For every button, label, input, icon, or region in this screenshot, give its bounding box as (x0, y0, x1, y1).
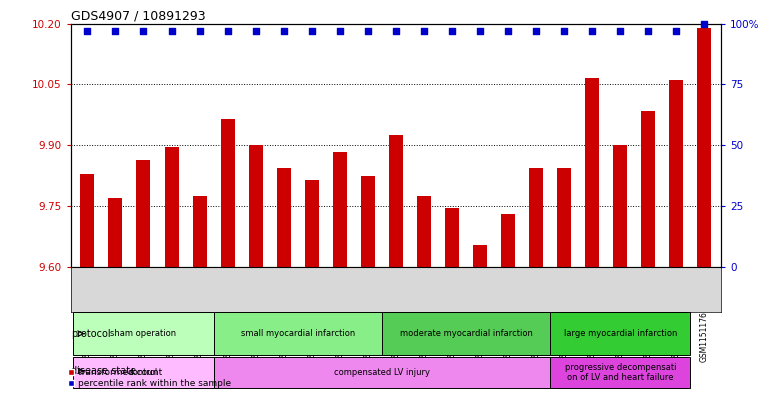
Text: moderate myocardial infarction: moderate myocardial infarction (400, 329, 532, 338)
Bar (670, 81, 684, 393)
Point (81, 28, 93, 34)
Point (109, 28, 122, 34)
Bar (389, 135, 403, 393)
Text: control: control (129, 368, 158, 377)
Bar (165, 147, 179, 393)
Bar (417, 196, 431, 393)
Point (446, 28, 459, 34)
Bar (382, 312, 550, 355)
Text: large myocardial infarction: large myocardial infarction (564, 329, 677, 338)
Point (221, 28, 234, 34)
Point (586, 28, 598, 34)
Bar (136, 160, 151, 393)
Point (278, 28, 290, 34)
Point (249, 28, 262, 34)
Point (137, 28, 150, 34)
Bar (74, 356, 213, 388)
Text: disease state: disease state (71, 366, 136, 376)
Point (642, 28, 655, 34)
Point (306, 28, 318, 34)
Bar (613, 145, 627, 393)
Bar (333, 151, 347, 393)
Point (699, 20, 711, 27)
Point (361, 28, 374, 34)
Bar (529, 168, 543, 393)
Text: GDS4907 / 10891293: GDS4907 / 10891293 (71, 9, 205, 22)
Bar (249, 145, 263, 393)
Point (194, 28, 206, 34)
Text: progressive decompensati
on of LV and heart failure: progressive decompensati on of LV and he… (564, 363, 676, 382)
Bar (213, 356, 550, 388)
Bar (550, 312, 691, 355)
Point (670, 28, 683, 34)
Point (333, 28, 346, 34)
Bar (445, 208, 459, 393)
Bar (557, 168, 572, 393)
Point (165, 28, 178, 34)
Bar (108, 198, 122, 393)
Point (418, 28, 430, 34)
Bar (641, 111, 655, 393)
Text: protocol: protocol (71, 329, 111, 339)
Bar (81, 174, 94, 393)
Legend: transformed count, percentile rank within the sample: transformed count, percentile rank withi… (67, 368, 231, 389)
Bar (473, 245, 487, 393)
Bar (305, 180, 319, 393)
Text: compensated LV injury: compensated LV injury (334, 368, 430, 377)
Point (474, 28, 486, 34)
Bar (213, 312, 382, 355)
Bar (501, 215, 515, 393)
Point (614, 28, 626, 34)
Point (558, 28, 571, 34)
Bar (220, 119, 234, 393)
Point (530, 28, 543, 34)
Bar (698, 28, 711, 393)
Text: sham operation: sham operation (111, 329, 176, 338)
Bar (193, 196, 207, 393)
Point (502, 28, 514, 34)
Bar (277, 168, 291, 393)
Text: small myocardial infarction: small myocardial infarction (241, 329, 355, 338)
Bar (74, 312, 213, 355)
Point (390, 28, 402, 34)
Bar (585, 78, 599, 393)
Bar (550, 356, 691, 388)
Bar (361, 176, 375, 393)
